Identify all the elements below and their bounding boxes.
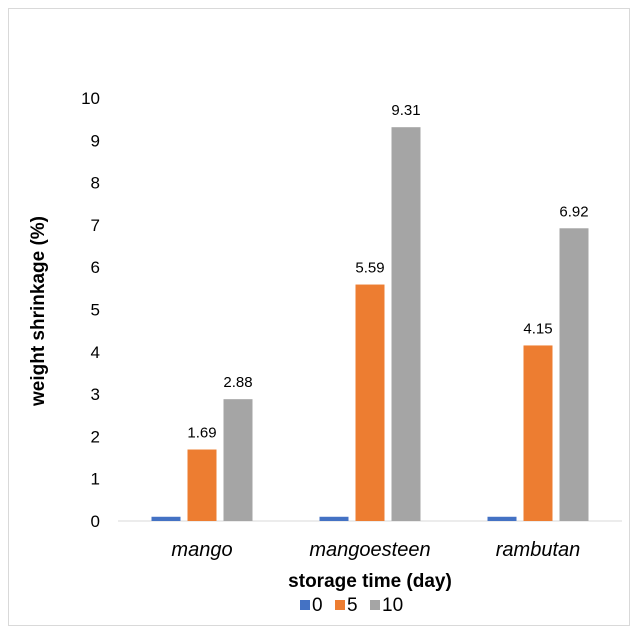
bar-rambutan-10: [559, 228, 589, 521]
bar-rambutan-0: [487, 516, 517, 521]
x-axis-title: storage time (day): [288, 571, 452, 592]
legend-entry: 10: [382, 595, 403, 616]
x-category-label: rambutan: [496, 539, 581, 561]
legend-swatch: [300, 600, 310, 610]
bar-mangoesteen-10: [391, 127, 421, 521]
data-label: 9.31: [391, 102, 420, 119]
y-tick-label: 4: [91, 343, 100, 362]
data-label: 4.15: [523, 320, 552, 337]
bar-mangoesteen-5: [355, 284, 385, 521]
chart-frame: [8, 8, 630, 626]
y-tick-label: 0: [91, 512, 100, 531]
y-tick-label: 5: [91, 301, 100, 320]
data-label: 5.59: [355, 260, 384, 277]
legend-entry: 5: [347, 595, 358, 616]
bar-mango-10: [223, 399, 253, 521]
y-tick-label: 6: [91, 258, 100, 277]
x-category-label: mangoesteen: [309, 539, 430, 561]
y-tick-label: 8: [91, 174, 100, 193]
y-tick-label: 9: [91, 131, 100, 150]
y-tick-label: 1: [91, 470, 100, 489]
y-axis-title: weight shrinkage (%): [28, 216, 49, 407]
y-tick-label: 10: [81, 89, 100, 108]
bar-mango-0: [151, 516, 181, 521]
x-category-label: mango: [171, 539, 232, 561]
bar-mango-5: [187, 449, 217, 521]
y-tick-label: 7: [91, 216, 100, 235]
bars-layer: [151, 127, 589, 521]
legend-swatch: [335, 600, 345, 610]
y-tick-label: 3: [91, 385, 100, 404]
y-tick-label: 2: [91, 427, 100, 446]
data-label: 6.92: [559, 203, 588, 220]
labels-layer: 1.69 2.88 5.59 9.31 4.15 6.92: [187, 102, 588, 441]
bar-mangoesteen-0: [319, 516, 349, 521]
data-label: 1.69: [187, 425, 216, 442]
legend: 0 5 10: [300, 595, 403, 616]
legend-swatch: [370, 600, 380, 610]
bar-rambutan-5: [523, 345, 553, 521]
data-label: 2.88: [223, 374, 252, 391]
legend-entry: 0: [312, 595, 323, 616]
